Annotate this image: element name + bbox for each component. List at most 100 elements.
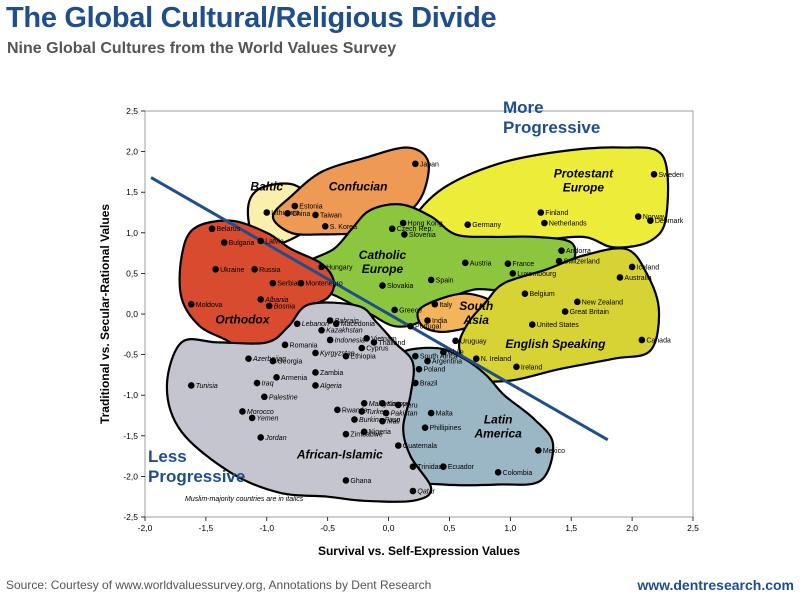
data-point-hungary [318, 263, 325, 271]
region-label-confucian: Confucian [329, 180, 388, 194]
data-point-thailand [370, 339, 378, 346]
data-point-chile [440, 348, 447, 356]
data-point-czech-rep [388, 225, 396, 233]
data-point-austria [461, 259, 469, 267]
data-point-greece [391, 306, 398, 314]
point-label-greece: Greece [399, 307, 422, 314]
y-tick-label: 0,0 [126, 309, 138, 319]
point-label-latvia: Latvia [265, 238, 284, 245]
y-tick-label: 1,0 [126, 228, 138, 238]
y-tick-label: -1,0 [123, 390, 138, 400]
data-point-trinidad [409, 463, 417, 470]
point-label-japan: Japan [420, 161, 439, 168]
data-point-kyrgyzstan [312, 349, 319, 357]
data-point-nigeria [360, 428, 368, 436]
point-label-cyprus: Cyprus [366, 346, 389, 353]
annotation-layer: MoreProgressiveLessProgressiveMuslim-maj… [148, 98, 600, 503]
data-point-kazakhstan [318, 326, 325, 334]
data-point-netherlands [541, 219, 548, 227]
point-label-italy: Italy [439, 302, 452, 309]
point-label-nigeria: Nigeria [369, 429, 391, 436]
data-point-australia [616, 274, 624, 281]
data-point-taiwan [312, 211, 319, 219]
point-label-czech-rep: Czech Rep. [397, 226, 434, 233]
region-label-catholic-europe: Catholic [359, 248, 407, 262]
data-point-luxembourg [509, 270, 517, 277]
data-point-iceland [628, 263, 636, 271]
data-point-ireland [513, 363, 520, 371]
y-tick-label: -2,5 [123, 512, 138, 522]
divide-line-layer [150, 176, 609, 442]
point-label-trinidad: Trinidad [417, 464, 442, 471]
point-label-mali: Mali [387, 419, 400, 426]
data-point-finland [537, 209, 545, 216]
point-label-austria: Austria [470, 260, 492, 267]
data-point-canada [638, 336, 646, 344]
region-label-african-islamic: African-Islamic [296, 448, 383, 462]
data-point-japan [412, 160, 419, 168]
progressive-divide-line [150, 176, 609, 442]
x-tick-label: -2,0 [138, 523, 153, 533]
point-label-sweden: Sweden [659, 172, 684, 179]
data-point-portugal [407, 322, 414, 330]
x-tick-label: 2,0 [626, 523, 638, 533]
data-point-rwanda [334, 406, 341, 414]
data-point-united-states [528, 321, 536, 328]
data-point-vietnam [363, 335, 370, 342]
point-label-netherlands: Netherlands [549, 221, 587, 228]
data-point-zambia [312, 369, 319, 376]
point-label-china: China [292, 211, 310, 218]
more-progressive-label: Progressive [503, 118, 600, 137]
data-point-hong-kong [399, 219, 407, 227]
y-tick-label: 1,5 [126, 187, 138, 197]
point-label-spain: Spain [436, 277, 454, 284]
point-label-argentina: Argentina [432, 359, 462, 366]
point-label-germany: Germany [472, 222, 501, 229]
point-label-indonesia: Indonesia [335, 337, 365, 344]
region-label-english-speaking: English Speaking [505, 337, 606, 351]
data-point-argentina [424, 357, 431, 365]
region-label-catholic-europe: Europe [362, 262, 404, 276]
data-point-france [504, 260, 512, 267]
point-label-jordan: Jordan [264, 435, 287, 442]
data-point-pakistan [382, 409, 390, 417]
point-label-ethiopia: Ethiopia [350, 354, 375, 361]
data-point-ecuador [440, 463, 447, 470]
website-link[interactable]: www.dentresearch.com [637, 577, 794, 593]
axes-layer: -2,0 -1,5 -1,0 -0,5 0,0 0,5 1,0 1,5 2,0 2,5 2,5 2,0… [98, 106, 699, 558]
data-point-n-ireland [472, 355, 480, 362]
point-label-georgia: Georgia [277, 359, 302, 366]
data-point-albania [257, 296, 264, 303]
data-point-ghana [342, 477, 350, 484]
data-point-norway [634, 213, 642, 220]
point-label-serbia: Serbia [277, 281, 297, 288]
point-label-colombia: Colombia [503, 470, 533, 477]
point-label-montenegro: Montenegro [305, 281, 342, 288]
point-label-united-states: United States [537, 322, 580, 329]
data-point-yemen [248, 414, 256, 422]
data-point-romania [281, 341, 289, 349]
data-point-tunisia [187, 382, 195, 389]
region-label-south-asia: Asia [463, 313, 490, 327]
data-point-iraq [253, 379, 261, 387]
point-label-qatar: Qatar [417, 489, 435, 496]
point-label-slovenia: Slovenia [409, 232, 436, 239]
point-label-thailand: Thailand [378, 340, 405, 347]
point-label-turkey: Turkey [366, 409, 387, 416]
point-label-france: France [512, 261, 534, 268]
data-point-sweden [650, 171, 658, 178]
point-label-chile: Chile [448, 350, 464, 357]
point-label-finland: Finland [545, 210, 568, 217]
page-subtitle: Nine Global Cultures from the World Valu… [7, 40, 397, 57]
x-tick-label: 2,5 [687, 523, 699, 533]
region-layer [165, 146, 670, 503]
region-label-latin-america: America [473, 427, 522, 441]
region-label-south-asia: South [459, 299, 493, 313]
point-label-moldova: Moldova [196, 302, 223, 309]
point-label-pakistan: Pakistan [391, 411, 418, 418]
data-point-georgia [269, 357, 277, 365]
point-label-india: India [432, 318, 447, 325]
point-label-hungary: Hungary [326, 264, 353, 271]
region-label-protestant-europe: Europe [563, 181, 605, 195]
data-point-switzerland [555, 257, 563, 265]
